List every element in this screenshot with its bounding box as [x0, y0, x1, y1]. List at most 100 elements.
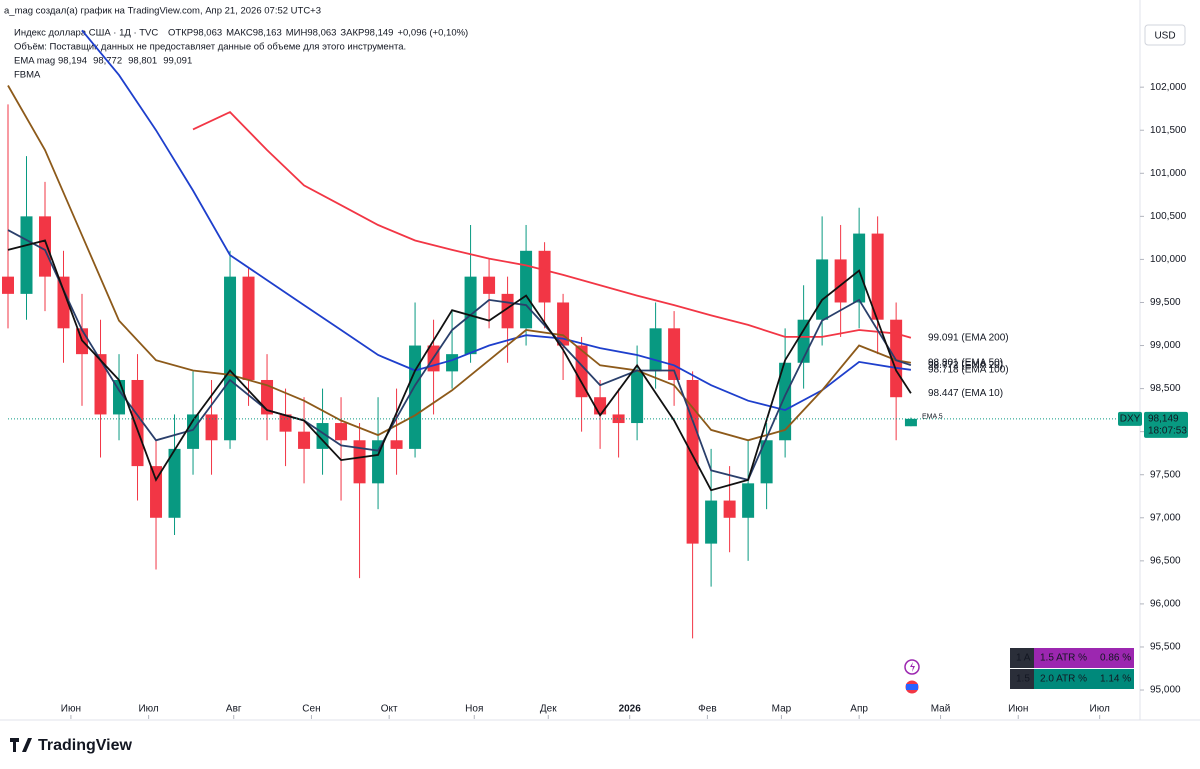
y-tick-label: 96,000: [1150, 599, 1181, 610]
atr-cell: [1094, 669, 1134, 689]
atr-cell: [1010, 669, 1034, 689]
logo: TradingView: [10, 737, 133, 754]
price-tag-symbol-box: [1118, 411, 1142, 426]
candle-body: [168, 448, 181, 518]
ema5-label: EMA 5: [922, 414, 943, 421]
candle-body: [298, 431, 311, 449]
x-tick-label: 2026: [619, 704, 642, 715]
ohlc-part: 98,149: [364, 28, 393, 39]
y-tick-label: 97,500: [1150, 469, 1181, 480]
x-tick-label: Апр: [850, 704, 868, 715]
ema-line: [7, 85, 912, 442]
x-tick-label: Июн: [1008, 704, 1028, 715]
price-tag-countdown: 18:07:53: [1148, 425, 1187, 436]
candle-body: [446, 354, 459, 372]
ohlc-part: 98,063: [193, 28, 222, 39]
candle-body: [853, 233, 866, 303]
candle-body: [390, 440, 403, 449]
candle-body: [409, 345, 422, 449]
ohlc-part: МАКС: [226, 28, 253, 39]
candle-body: [760, 440, 773, 484]
y-tick-label: 100,000: [1150, 254, 1187, 265]
indicator-2: FBMA: [14, 70, 41, 81]
ema-end-label: 98.718 (EMA 100): [928, 364, 1009, 375]
y-tick-label: 95,000: [1150, 685, 1181, 696]
candle-body: [94, 354, 107, 415]
symbol: Индекс доллара США · 1Д · TVC: [14, 28, 158, 39]
candle-body: [538, 250, 551, 303]
x-tick-label: Дек: [540, 704, 557, 715]
candle-body: [353, 440, 366, 484]
candle-body: [520, 250, 533, 329]
y-tick-label: 100,500: [1150, 211, 1187, 222]
y-tick-label: 101,000: [1150, 168, 1187, 179]
price-tag-box: [1144, 411, 1188, 438]
volume-note: Объём: Поставщик данных не предоставляет…: [14, 42, 406, 53]
candle-body: [335, 423, 348, 441]
y-tick-label: 96,500: [1150, 555, 1181, 566]
atr-cell-text: 0.86 %: [1100, 653, 1131, 664]
ohlc-part: +0,096 (+0,10%): [397, 28, 468, 39]
credit: a_mag создал(а) график на TradingView.co…: [4, 6, 321, 17]
x-tick-label: Сен: [302, 704, 320, 715]
candle-body: [2, 276, 14, 294]
indicator-value: 98,801: [128, 56, 157, 67]
y-tick-label: 98,500: [1150, 383, 1181, 394]
currency-box[interactable]: [1144, 24, 1186, 46]
candle-body: [150, 466, 163, 518]
y-tick-label: 99,500: [1150, 297, 1181, 308]
ema-end-label: 99.091 (EMA 200): [928, 332, 1009, 343]
y-tick-label: 101,500: [1150, 125, 1187, 136]
candle-body: [871, 233, 884, 320]
candle-body: [904, 418, 917, 427]
x-tick-label: Фев: [698, 704, 716, 715]
candle-body: [594, 397, 607, 415]
candle-body: [890, 319, 903, 398]
candle-body: [742, 483, 755, 518]
candle-body: [131, 379, 144, 467]
atr-cell-text: 1.5 ATR %: [1040, 653, 1087, 664]
atr-cell-text: 1.5: [1016, 674, 1030, 685]
candle-body: [834, 259, 847, 303]
candle-body: [816, 259, 829, 320]
x-tick-label: Июл: [1090, 704, 1110, 715]
candle-body: [575, 345, 588, 398]
candle-body: [39, 216, 52, 277]
ohlc-part: МИН: [286, 28, 308, 39]
y-tick-label: 95,500: [1150, 642, 1181, 653]
candle-body: [279, 414, 292, 432]
x-tick-label: Мар: [772, 704, 792, 715]
y-tick-label: 102,000: [1150, 82, 1187, 93]
atr-cell: [1034, 669, 1094, 689]
candle-body: [705, 500, 718, 544]
candle-body: [187, 414, 200, 449]
ohlc-part: 98,063: [307, 28, 336, 39]
candle-body: [242, 276, 255, 380]
x-tick-label: Авг: [226, 704, 242, 715]
candle-body: [483, 276, 496, 294]
atr-cell: [1010, 648, 1034, 668]
ema-end-label: 98.447 (EMA 10): [928, 388, 1003, 399]
candle-body: [224, 276, 237, 441]
atr-cell-text: 1 A: [1016, 653, 1031, 664]
ohlc-part: ЗАКР: [340, 28, 364, 39]
flag-icon-glyph: [906, 684, 918, 690]
atr-cell-text: 2.0 ATR %: [1040, 674, 1087, 685]
ema-line: [7, 239, 912, 492]
y-tick-label: 97,000: [1150, 512, 1181, 523]
brand: TradingView: [38, 737, 133, 754]
ema-end-label: 98.772 (EMA 20): [928, 360, 1003, 371]
candle-body: [57, 276, 70, 329]
ohlc-part: 98,163: [253, 28, 282, 39]
candle-body: [723, 500, 736, 518]
currency[interactable]: USD: [1154, 31, 1175, 42]
indicator-value: 98,194: [58, 56, 87, 67]
atr-cell: [1034, 648, 1094, 668]
candle-body: [686, 379, 699, 544]
x-tick-label: Ноя: [465, 704, 483, 715]
ema-end-label: 98.801 (EMA 50): [928, 357, 1003, 368]
candle-body: [205, 414, 218, 441]
indicator-name: EMA mag: [14, 56, 55, 67]
candle-body: [631, 371, 644, 424]
